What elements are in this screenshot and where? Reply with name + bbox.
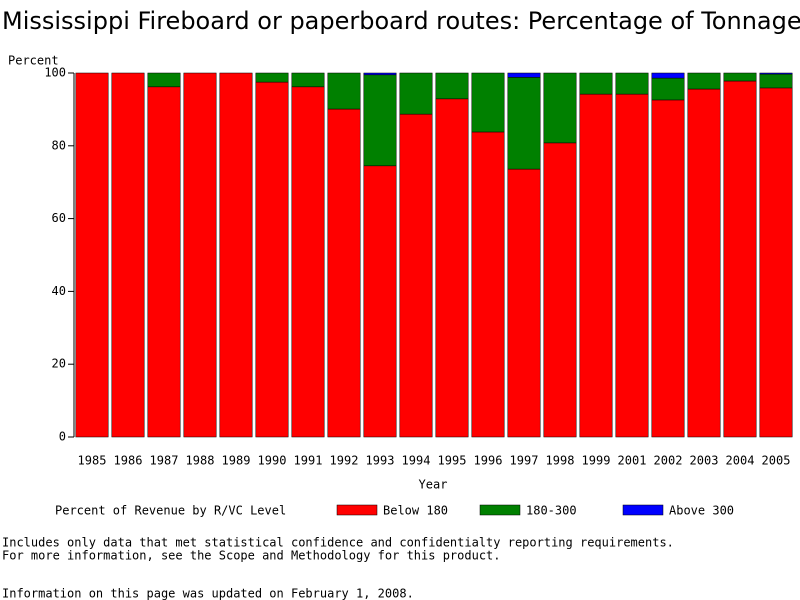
bar-segment <box>363 165 397 438</box>
y-axis-label: Percent <box>8 54 59 68</box>
x-tick-label: 1999 <box>582 454 611 468</box>
x-tick-label: 1992 <box>330 454 359 468</box>
bar-segment <box>579 93 613 438</box>
x-tick-label: 2001 <box>618 454 647 468</box>
x-tick-label: 2004 <box>726 454 755 468</box>
bar-segment <box>651 77 685 101</box>
x-tick-label: 1988 <box>186 454 215 468</box>
bar-segment <box>543 142 577 438</box>
bar-segment <box>579 72 613 95</box>
bar-segment <box>759 72 793 75</box>
x-tick-label: 2003 <box>690 454 719 468</box>
bar-segment <box>219 72 253 438</box>
y-tick-label: 40 <box>52 284 66 298</box>
note: For more information, see the Scope and … <box>2 549 501 563</box>
x-tick-label: 1985 <box>78 454 107 468</box>
legend-swatch <box>336 504 378 516</box>
bar-segment <box>435 72 469 100</box>
x-axis-label: Year <box>419 478 448 492</box>
bar-segment <box>291 72 325 88</box>
bar-segment <box>615 93 649 438</box>
bar-segment <box>399 113 433 438</box>
x-tick-label: 1986 <box>114 454 143 468</box>
bar-segment <box>435 98 469 438</box>
x-tick-label: 1994 <box>402 454 431 468</box>
y-tick-label: 100 <box>44 66 66 80</box>
bar-segment <box>327 108 361 438</box>
bar-segment <box>327 72 361 110</box>
x-tick-label: 1996 <box>474 454 503 468</box>
x-tick-label: 1989 <box>222 454 251 468</box>
bar-segment <box>75 72 109 438</box>
x-tick-label: 1990 <box>258 454 287 468</box>
bar-segment <box>291 86 325 438</box>
y-tick-label: 80 <box>52 138 66 152</box>
bar-segment <box>687 88 721 438</box>
bar-segment <box>723 80 757 438</box>
x-tick-label: 1993 <box>366 454 395 468</box>
note: Includes only data that met statistical … <box>2 536 674 550</box>
legend-label: Below 180 <box>383 504 448 518</box>
legend-title: Percent of Revenue by R/VC Level <box>55 504 286 518</box>
bar-segment <box>363 72 397 76</box>
bar-segment <box>651 99 685 438</box>
bar-segment <box>363 74 397 167</box>
bar-segment <box>255 81 289 438</box>
bar-segment <box>759 73 793 89</box>
bar-segment <box>543 72 577 144</box>
x-tick-label: 1987 <box>150 454 179 468</box>
x-tick-label: 2002 <box>654 454 683 468</box>
bar-segment <box>255 72 289 83</box>
bar-segment <box>759 87 793 438</box>
chart-title: Mississippi Fireboard or paperboard rout… <box>2 7 800 35</box>
bar-segment <box>507 168 541 438</box>
bar-segment <box>723 72 757 82</box>
bar-segment <box>111 72 145 438</box>
x-tick-label: 1991 <box>294 454 323 468</box>
legend-swatch <box>622 504 664 516</box>
x-tick-label: 1997 <box>510 454 539 468</box>
bar-segment <box>507 72 541 78</box>
bar-segment <box>147 72 181 88</box>
bar-segment <box>471 72 505 133</box>
legend-swatch <box>479 504 521 516</box>
legend-label: Above 300 <box>669 504 734 518</box>
y-tick-label: 60 <box>52 211 66 225</box>
x-tick-label: 1998 <box>546 454 575 468</box>
y-tick-label: 0 <box>59 430 66 444</box>
bar-segment <box>471 131 505 438</box>
bar-segment <box>615 72 649 95</box>
bar-segment <box>147 86 181 438</box>
bar-segment <box>651 72 685 79</box>
x-tick-label: 1995 <box>438 454 467 468</box>
bar-segment <box>183 72 217 438</box>
bar-segment <box>399 72 433 115</box>
x-tick-label: 2005 <box>762 454 791 468</box>
bar-segment <box>687 72 721 90</box>
y-tick-label: 20 <box>52 357 66 371</box>
note: Information on this page was updated on … <box>2 587 414 600</box>
bar-segment <box>507 77 541 170</box>
legend-label: 180-300 <box>526 504 577 518</box>
